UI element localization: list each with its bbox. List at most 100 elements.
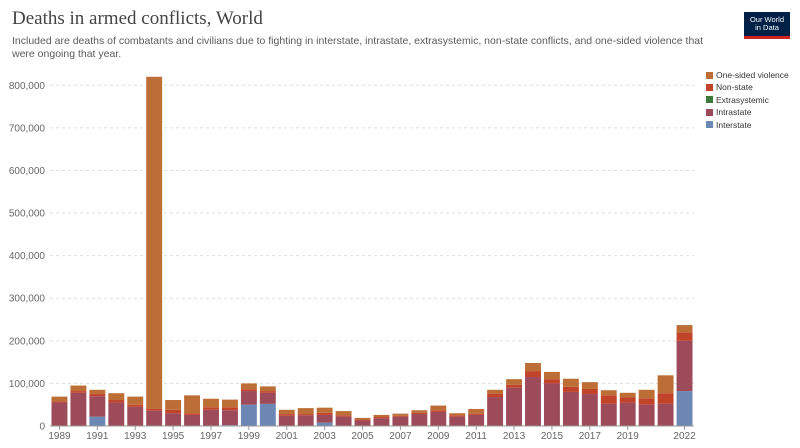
y-tick-label: 100,000 [9, 379, 46, 390]
bar-segment-intrastate [411, 414, 428, 426]
bar-segment-intrastate [316, 414, 333, 423]
bar-segment-intrastate [676, 340, 693, 392]
bar-segment-one-sided-violence [487, 389, 504, 394]
bar-segment-interstate [89, 416, 106, 426]
x-tick-label: 1995 [162, 431, 185, 442]
bar-segment-interstate [676, 391, 693, 426]
bar-segment-one-sided-violence [657, 375, 674, 394]
bar-segment-intrastate [638, 404, 655, 426]
bar-segment-non-state [70, 391, 87, 393]
bar-segment-one-sided-violence [392, 413, 409, 416]
x-tick-label: 1993 [124, 431, 147, 442]
bar-segment-non-state [449, 415, 466, 417]
bar-segment-intrastate [354, 420, 371, 426]
bar-segment-one-sided-violence [278, 409, 295, 415]
chart-title: Deaths in armed conflicts, World [12, 8, 263, 29]
x-tick-label: 2019 [617, 431, 640, 442]
bar-segment-intrastate [259, 392, 276, 404]
bar-segment-one-sided-violence [525, 362, 541, 372]
y-tick-label: 800,000 [9, 81, 46, 92]
bar-segment-non-state [184, 413, 201, 415]
bar-segment-intrastate [297, 415, 314, 426]
bar-segment-one-sided-violence [449, 413, 466, 416]
x-tick-label: 1989 [48, 431, 71, 442]
bar-segment-non-state [411, 412, 428, 415]
bar-segment-intrastate [335, 416, 352, 426]
y-tick-label: 500,000 [9, 209, 46, 220]
bar-segment-intrastate [392, 416, 409, 426]
bar-segment-non-state [259, 391, 276, 393]
bar-segment-one-sided-violence [676, 325, 693, 333]
bar-segment-intrastate [581, 394, 598, 426]
legend-swatch [706, 108, 713, 116]
legend-item[interactable]: Interstate [706, 119, 789, 131]
bar-segment-non-state [506, 384, 523, 388]
bar-segment-intrastate [449, 416, 466, 426]
bar-segment-one-sided-violence [259, 386, 276, 392]
legend-label: Non-state [716, 82, 753, 93]
x-tick-label: 2007 [389, 431, 412, 442]
bar-segment-intrastate [203, 409, 219, 426]
bar-segment-intrastate [373, 418, 390, 426]
bar-segment-non-state [108, 400, 125, 403]
bar-segment-non-state [619, 397, 636, 403]
bar-segment-non-state [297, 414, 314, 416]
bar-segment-one-sided-violence [411, 410, 428, 413]
bar-segment-non-state [51, 401, 68, 403]
bar-segment-one-sided-violence [335, 411, 352, 416]
bar-segment-intrastate [619, 402, 636, 426]
owid-logo[interactable]: Our World in Data [744, 12, 790, 39]
x-tick-label: 1997 [200, 431, 223, 442]
bar-segment-intrastate [657, 403, 674, 426]
bar-segment-intrastate [600, 403, 617, 426]
bar-segment-non-state [468, 413, 485, 415]
bar-segment-intrastate [127, 406, 144, 426]
bar-segment-non-state [392, 415, 409, 417]
x-tick-label: 2009 [427, 431, 450, 442]
bar-segment-intrastate [240, 391, 257, 405]
x-tick-label: 2013 [503, 431, 526, 442]
bar-segment-non-state [562, 386, 579, 392]
bar-segment-one-sided-violence [184, 395, 201, 414]
legend-item[interactable]: Non-state [706, 81, 789, 93]
bar-segment-one-sided-violence [203, 398, 219, 408]
bar-segment-non-state [373, 417, 390, 419]
legend-label: One-sided violence [716, 70, 789, 80]
bar-segment-non-state [89, 394, 106, 397]
legend-item[interactable]: Intrastate [706, 106, 789, 118]
bar-segment-intrastate [184, 414, 201, 426]
bar-segment-intrastate [543, 383, 560, 426]
bar-segment-non-state [240, 389, 257, 392]
x-tick-label: 2005 [351, 431, 374, 442]
y-tick-label: 0 [39, 422, 45, 433]
x-tick-label: 2015 [541, 431, 564, 442]
bar-segment-intrastate [108, 402, 125, 426]
bar-segment-non-state [487, 393, 504, 398]
bar-segment-non-state [203, 407, 219, 410]
bar-segment-non-state [543, 379, 560, 384]
y-tick-label: 200,000 [9, 336, 46, 347]
bar-segment-intrastate [70, 392, 87, 426]
bar-segment-interstate [240, 404, 257, 426]
bar-segment-intrastate [221, 410, 238, 426]
legend-label: Extrasystemic [716, 94, 769, 105]
legend-item[interactable]: Extrasystemic [706, 94, 789, 106]
legend-label: Interstate [716, 119, 752, 130]
bar-segment-one-sided-violence [146, 76, 163, 409]
bar-segment-non-state [221, 407, 238, 411]
bar-segment-one-sided-violence [468, 408, 485, 414]
bar-segment-one-sided-violence [240, 383, 257, 390]
bar-segment-interstate [259, 403, 276, 426]
bar-segment-non-state [165, 409, 182, 414]
legend-swatch [706, 96, 713, 104]
bar-segment-one-sided-violence [581, 382, 598, 389]
x-tick-label: 2017 [579, 431, 602, 442]
bar-segment-non-state [354, 419, 371, 421]
x-tick-label: 1991 [86, 431, 109, 442]
legend-swatch [706, 71, 713, 79]
x-tick-label: 1999 [238, 431, 261, 442]
legend-item[interactable]: One-sided violence [706, 69, 789, 81]
bar-segment-intrastate [468, 414, 485, 426]
bar-segment-one-sided-violence [165, 400, 182, 410]
bar-segment-non-state [127, 404, 144, 407]
